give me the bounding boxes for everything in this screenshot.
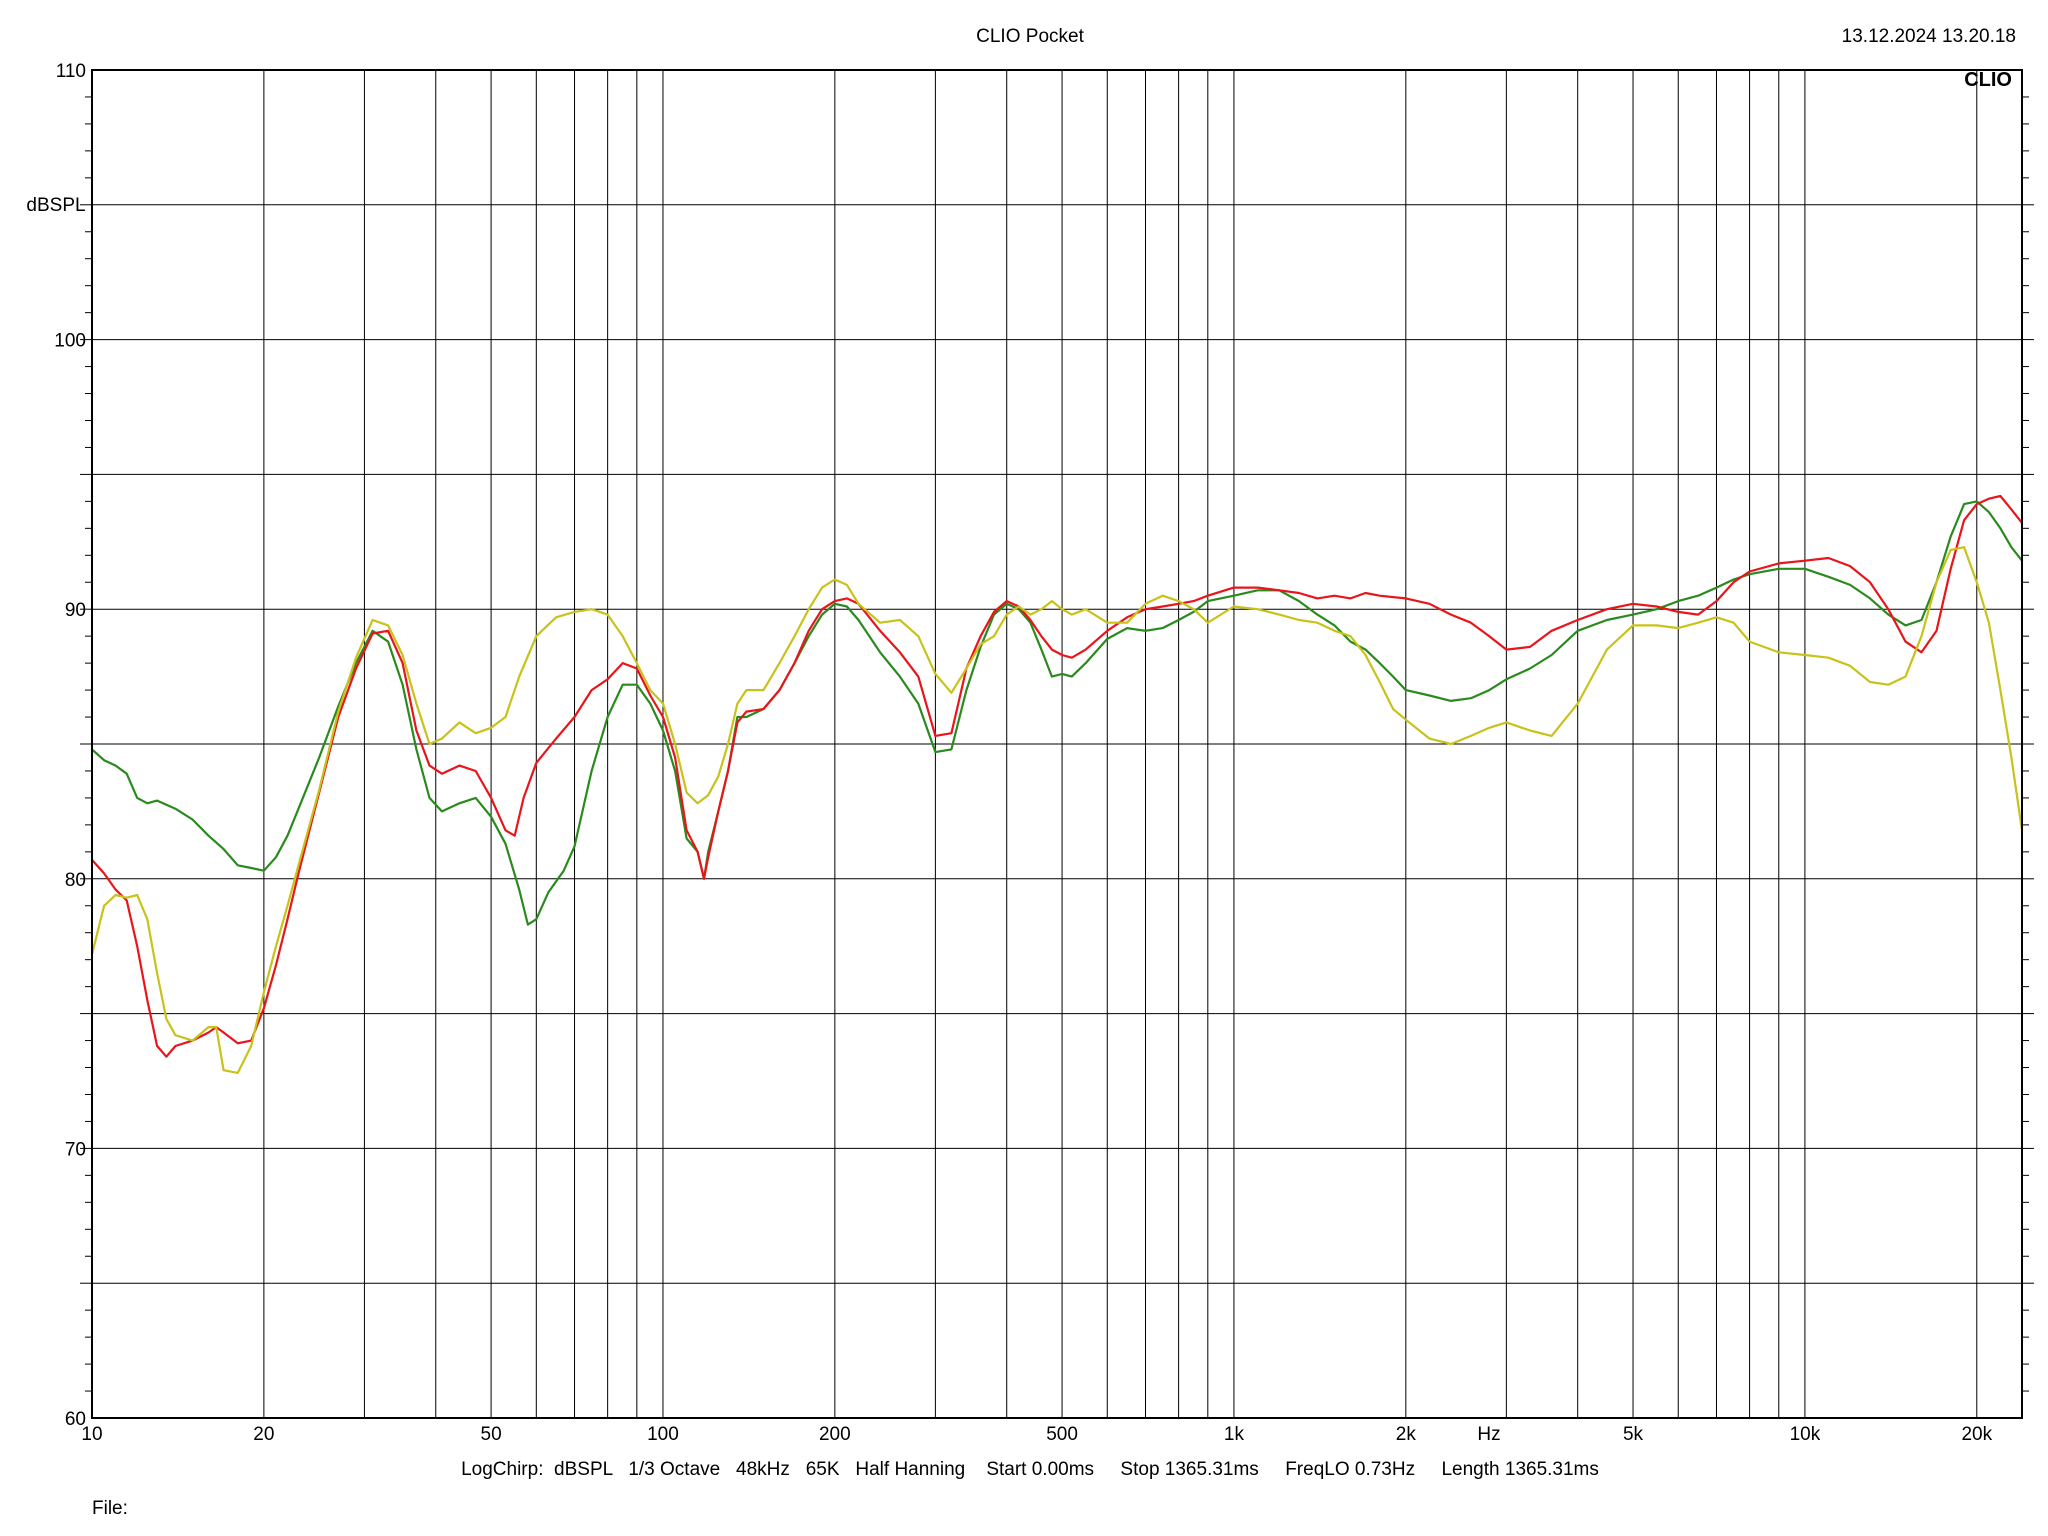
x-axis-label: Hz bbox=[1477, 1424, 1500, 1445]
x-tick-label: 500 bbox=[1046, 1424, 1078, 1445]
measurement-settings: LogChirp: dBSPL 1/3 Octave 48kHz 65K Hal… bbox=[461, 1459, 1599, 1480]
x-tick-label: 200 bbox=[819, 1424, 851, 1445]
file-label: File: bbox=[92, 1498, 128, 1519]
x-tick-label: 2k bbox=[1396, 1424, 1417, 1445]
x-tick-label: 100 bbox=[647, 1424, 679, 1445]
y-tick-label: 60 bbox=[65, 1409, 86, 1430]
x-tick-label: 20k bbox=[1961, 1424, 1992, 1445]
grid bbox=[92, 70, 2022, 1418]
x-tick-label: 20 bbox=[253, 1424, 274, 1445]
x-tick-label: 10k bbox=[1790, 1424, 1821, 1445]
series-line-3 bbox=[90, 546, 2024, 1074]
x-tick-label: 50 bbox=[481, 1424, 502, 1445]
x-tick-label: 5k bbox=[1623, 1424, 1644, 1445]
x-tick-label: 10 bbox=[81, 1424, 102, 1445]
clio-logo: CLIO bbox=[1964, 69, 2012, 91]
y-axis-label: dBSPL bbox=[26, 195, 85, 216]
series-line-2 bbox=[90, 494, 2024, 1058]
y-tick-label: 100 bbox=[54, 331, 86, 352]
series-line-1 bbox=[90, 500, 2024, 926]
chart-title: CLIO Pocket bbox=[976, 26, 1084, 47]
series-layer bbox=[90, 494, 2024, 1074]
y-tick-label: 110 bbox=[56, 61, 86, 82]
y-tick-label: 70 bbox=[65, 1139, 86, 1160]
x-tick-label: 1k bbox=[1224, 1424, 1245, 1445]
y-tick-label: 90 bbox=[65, 600, 86, 621]
timestamp: 13.12.2024 13.20.18 bbox=[1842, 26, 2016, 47]
axis-ticks: 60 70 80 90 100 110 10 20 50 100 200 500 1k 2k 5k 10k 20… bbox=[54, 61, 2034, 1445]
y-tick-label: 80 bbox=[65, 870, 86, 891]
